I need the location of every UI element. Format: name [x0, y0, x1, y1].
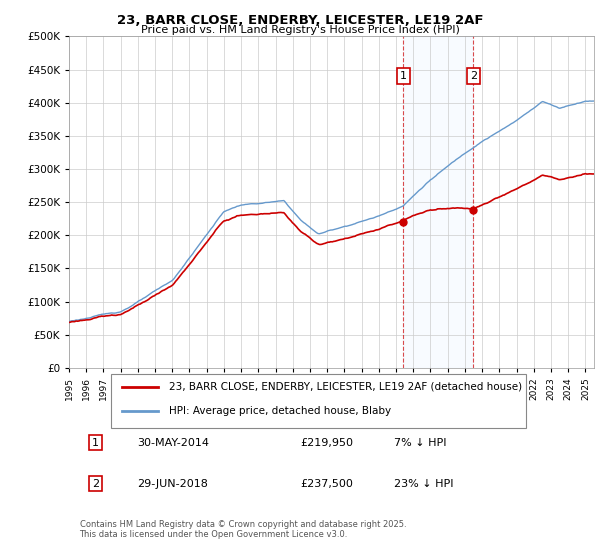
Bar: [403, 36, 473, 368]
Text: Contains HM Land Registry data © Crown copyright and database right 2025.
This d: Contains HM Land Registry data © Crown c…: [79, 520, 406, 539]
Text: 29-JUN-2018: 29-JUN-2018: [137, 479, 208, 488]
Text: £219,950: £219,950: [300, 437, 353, 447]
Text: HPI: Average price, detached house, Blaby: HPI: Average price, detached house, Blab…: [169, 406, 391, 416]
Text: £237,500: £237,500: [300, 479, 353, 488]
Text: 2: 2: [92, 479, 99, 488]
Text: 1: 1: [400, 71, 407, 81]
Text: 2: 2: [470, 71, 477, 81]
Text: Price paid vs. HM Land Registry's House Price Index (HPI): Price paid vs. HM Land Registry's House …: [140, 25, 460, 35]
Text: 7% ↓ HPI: 7% ↓ HPI: [395, 437, 447, 447]
FancyBboxPatch shape: [111, 374, 526, 428]
Text: 30-MAY-2014: 30-MAY-2014: [137, 437, 209, 447]
Text: 23, BARR CLOSE, ENDERBY, LEICESTER, LE19 2AF (detached house): 23, BARR CLOSE, ENDERBY, LEICESTER, LE19…: [169, 381, 522, 391]
Text: 23% ↓ HPI: 23% ↓ HPI: [395, 479, 454, 488]
Text: 1: 1: [92, 437, 99, 447]
Text: 23, BARR CLOSE, ENDERBY, LEICESTER, LE19 2AF: 23, BARR CLOSE, ENDERBY, LEICESTER, LE19…: [117, 14, 483, 27]
